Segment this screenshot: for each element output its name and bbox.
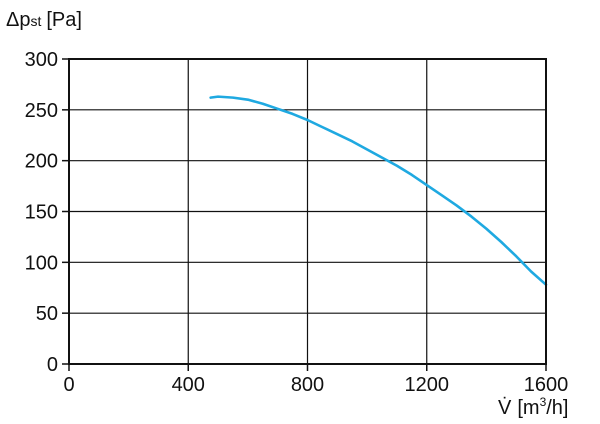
x-axis-label: V̇ [m3/h] — [498, 395, 569, 419]
y-tick-label: 0 — [47, 354, 58, 376]
series-line-1 — [209, 95, 548, 286]
y-tick-label: 300 — [25, 49, 58, 71]
y-tick-label: 150 — [25, 202, 58, 224]
y-axis-label-prefix: Δp — [6, 9, 30, 31]
x-axis-label-unit-open: [m — [517, 397, 539, 419]
y-tick-label: 200 — [25, 151, 58, 173]
y-tick-label: 50 — [36, 303, 58, 325]
x-tick-label: 400 — [172, 374, 205, 396]
x-tick-label: 1200 — [405, 374, 450, 396]
y-axis-label-unit: [Pa] — [46, 9, 82, 31]
x-tick-label: 800 — [291, 374, 324, 396]
y-axis-label: Δpst [Pa] — [6, 9, 82, 31]
y-tick-label: 100 — [25, 252, 58, 274]
x-axis-label-unit-close: /h] — [546, 397, 568, 419]
x-tick-label: 1600 — [524, 374, 569, 396]
y-tick-label: 250 — [25, 100, 58, 122]
x-axis-label-unit-superscript: 3 — [540, 395, 547, 409]
series-layer — [209, 95, 548, 286]
grid-layer — [69, 59, 546, 364]
y-axis-label-subscript: st — [30, 13, 41, 29]
x-tick-label: 0 — [63, 374, 74, 396]
tick-layer: 0 50 100 150 200 250 300 0 400 800 1200 1600 — [25, 49, 569, 396]
x-axis-label-symbol: V̇ — [498, 397, 512, 419]
